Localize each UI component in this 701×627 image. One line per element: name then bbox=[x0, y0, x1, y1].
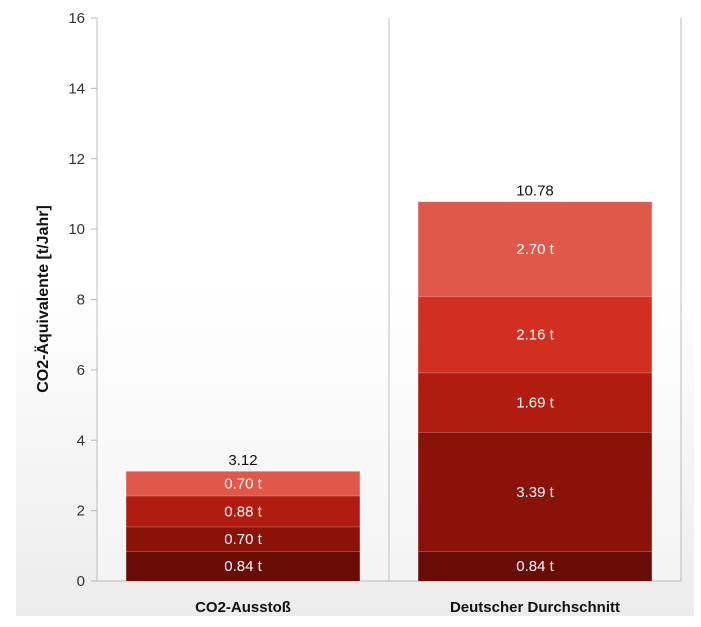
segment-label: 3.39 t bbox=[516, 484, 554, 501]
segment-label: 0.70 t bbox=[224, 531, 262, 548]
segment-label: 2.70 t bbox=[516, 241, 554, 258]
y-axis-label: CO2-Äquivalente [t/Jahr] bbox=[34, 205, 52, 393]
x-category-label: CO2-Ausstoß bbox=[195, 599, 291, 616]
x-axis-ticks: CO2-Ausstoß Deutscher Durchschnitt bbox=[195, 599, 620, 616]
bars: 0.84 t 0.70 t 0.88 t 0.70 t 3.12 0.84 t 3.39 t… bbox=[126, 18, 652, 581]
y-tick-label: 0 bbox=[77, 573, 85, 590]
segment-label: 0.88 t bbox=[224, 503, 262, 520]
x-category-label: Deutscher Durchschnitt bbox=[450, 599, 620, 616]
segment-label: 1.69 t bbox=[516, 394, 554, 411]
y-tick-label: 2 bbox=[77, 503, 85, 520]
segment-label: 0.70 t bbox=[224, 476, 262, 493]
bar-segment bbox=[126, 551, 360, 581]
y-tick-label: 16 bbox=[68, 10, 85, 27]
bar-segment bbox=[418, 432, 652, 552]
bar-segment bbox=[418, 296, 652, 373]
y-tick-label: 14 bbox=[68, 80, 85, 97]
bar-segment bbox=[418, 551, 652, 581]
y-tick-label: 6 bbox=[77, 362, 85, 379]
y-tick-label: 4 bbox=[77, 432, 85, 449]
bar-total-label: 10.78 bbox=[516, 183, 554, 200]
bar-segment bbox=[126, 495, 360, 527]
y-tick-label: 8 bbox=[77, 292, 85, 309]
bar-segment bbox=[418, 372, 652, 433]
bar-segment bbox=[418, 201, 652, 297]
bar-segment bbox=[126, 471, 360, 496]
segment-label: 2.16 t bbox=[516, 327, 554, 344]
y-tick-label: 12 bbox=[68, 151, 85, 168]
bar-segment bbox=[126, 526, 360, 552]
bar-total-label: 3.12 bbox=[228, 452, 257, 469]
segment-label: 0.84 t bbox=[224, 558, 262, 575]
y-tick-label: 10 bbox=[68, 221, 85, 238]
segment-label: 0.84 t bbox=[516, 558, 554, 575]
